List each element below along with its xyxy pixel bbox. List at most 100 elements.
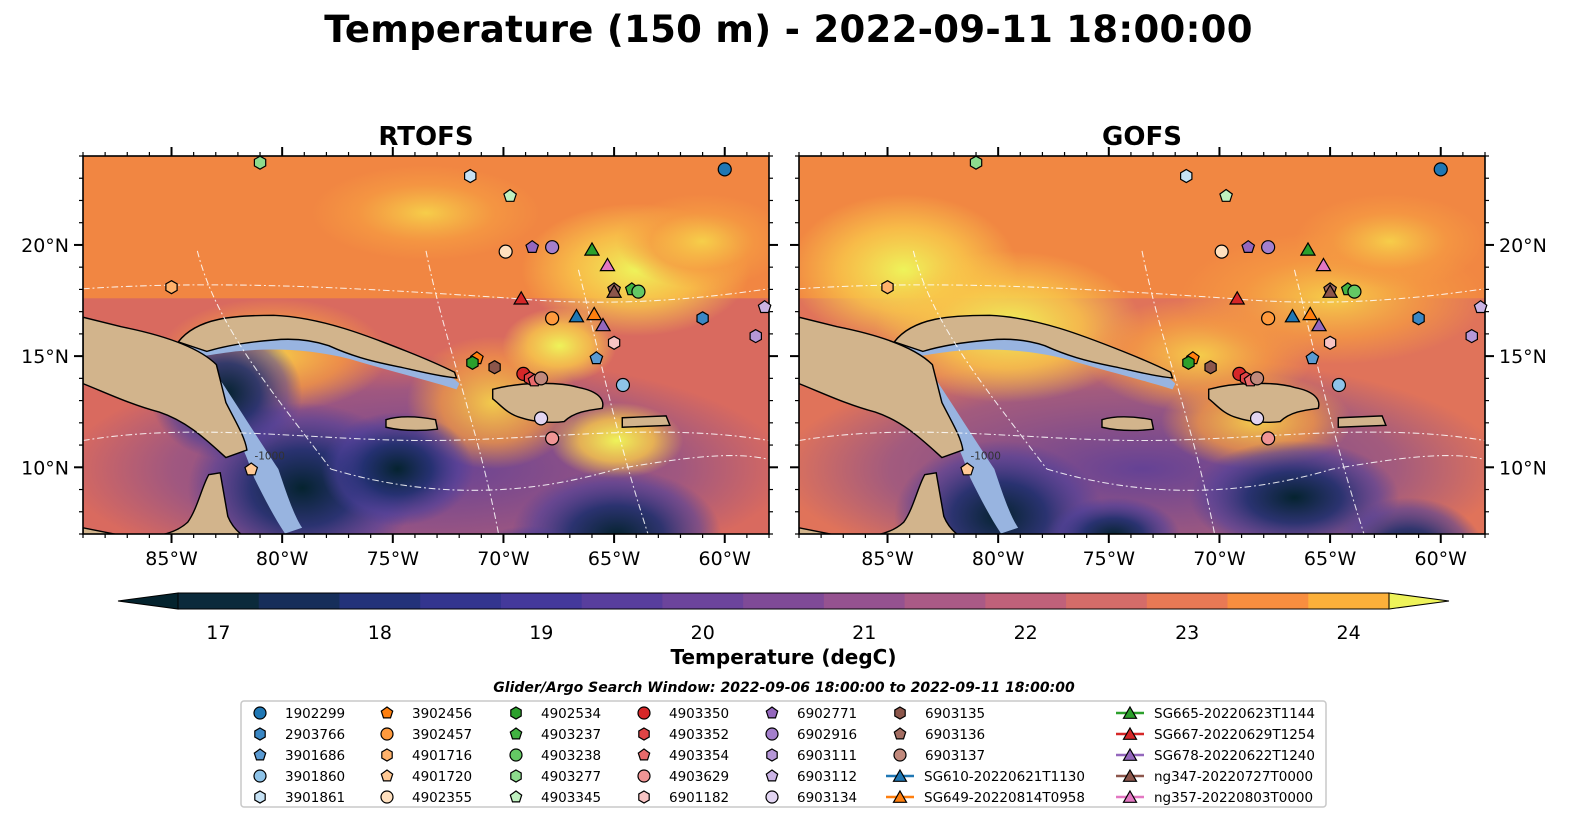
colorbar-tick-label: 18 <box>368 622 392 644</box>
legend-marker <box>254 790 266 804</box>
observation-marker <box>1261 240 1276 255</box>
observation-marker <box>1182 355 1195 370</box>
colorbar-band <box>1227 593 1309 609</box>
colorbar-band <box>339 593 421 609</box>
legend-marker <box>765 769 779 782</box>
lon-tick-label: 60°W <box>699 548 752 570</box>
legend-marker <box>253 706 267 720</box>
legend-marker <box>892 789 908 803</box>
observation-marker <box>589 351 604 365</box>
legend-label: 6903111 <box>797 748 857 764</box>
observation-marker <box>1302 306 1319 321</box>
observation-marker <box>1331 377 1347 393</box>
legend-label: 6902771 <box>797 706 857 722</box>
observation-marker <box>503 188 518 202</box>
colorbar-tick-label: 23 <box>1175 622 1199 644</box>
observation-marker <box>165 280 178 295</box>
contour-label: -1000 <box>255 451 285 463</box>
legend-marker <box>638 790 650 804</box>
observation-marker <box>533 411 549 426</box>
observation-marker <box>1249 411 1265 426</box>
colorbar-tick-label: 21 <box>852 622 876 644</box>
colorbar-band <box>258 593 341 609</box>
legend-label: SG610-20220621T1130 <box>924 769 1085 785</box>
observation-marker <box>1315 257 1332 272</box>
legend-marker <box>509 790 523 803</box>
observation-marker <box>960 462 975 476</box>
lon-tick-label: 65°W <box>588 548 641 570</box>
rtofs-panel-title: RTOFS <box>378 122 473 152</box>
legend-marker <box>1122 705 1138 719</box>
colorbar-band <box>1308 593 1390 609</box>
legend-label: 6903137 <box>925 748 985 764</box>
colorbar-tick-label: 19 <box>529 622 553 644</box>
legend-marker <box>1122 789 1138 803</box>
observation-marker <box>881 280 894 295</box>
country-borders <box>102 573 731 677</box>
legend-marker <box>637 706 651 720</box>
lon-tick-label: 70°W <box>477 548 530 570</box>
legend-marker <box>510 769 522 783</box>
lat-tick-label: 20°N <box>21 235 69 257</box>
legend: Glider/Argo Search Window: 2022-09-06 18… <box>240 680 1327 808</box>
observation-marker <box>1305 351 1320 365</box>
observation-marker <box>1323 335 1337 350</box>
observation-marker <box>631 284 646 299</box>
legend-label: 4901720 <box>412 769 472 785</box>
legend-label: 4903629 <box>669 769 729 785</box>
legend-label: 6903135 <box>925 706 985 722</box>
lon-tick-label: 75°W <box>1083 548 1136 570</box>
observation-marker <box>545 311 560 326</box>
observation-marker <box>1219 188 1234 202</box>
observation-marker <box>1322 283 1339 298</box>
legend-marker <box>765 706 779 719</box>
legend-label: 6903134 <box>797 790 857 806</box>
colorbar-band <box>904 593 986 609</box>
legend-label: 3901686 <box>285 748 345 764</box>
legend-label: 6901182 <box>669 790 729 806</box>
colorbar-band <box>178 593 260 609</box>
legend-label: 4903350 <box>669 706 729 722</box>
observation-marker <box>1310 317 1328 332</box>
observation-marker <box>498 244 513 259</box>
observation-marker <box>466 355 479 370</box>
lon-tick-label: 85°W <box>145 548 198 570</box>
legend-marker <box>253 769 267 783</box>
legend-label: 2903766 <box>285 727 345 743</box>
observation-marker <box>1412 311 1425 326</box>
legend-marker <box>380 769 394 782</box>
legend-marker <box>637 748 651 761</box>
colorbar-band <box>1146 593 1229 609</box>
observation-marker <box>969 155 983 170</box>
observation-marker <box>525 239 540 253</box>
observation-marker <box>1229 290 1246 305</box>
colorbar-band <box>662 593 744 609</box>
legend-marker <box>1122 768 1138 782</box>
legend-marker <box>766 748 778 762</box>
legend-title: Glider/Argo Search Window: 2022-09-06 18… <box>493 680 1075 696</box>
gofs-panel-title: GOFS <box>1102 122 1182 152</box>
colorbar-band <box>420 593 502 609</box>
legend-label: 4902534 <box>541 706 601 722</box>
colorbar-frame <box>177 592 1390 610</box>
legend-marker <box>510 706 522 720</box>
gofs-frame <box>798 155 1486 535</box>
colorbar-band <box>985 593 1067 609</box>
observation-marker <box>1249 371 1265 386</box>
legend-label: ng347-20220727T0000 <box>1154 769 1313 785</box>
observation-marker <box>545 240 560 255</box>
rtofs-frame <box>82 155 770 535</box>
legend-marker <box>1122 747 1138 761</box>
legend-marker <box>765 790 779 804</box>
legend-label: ng357-20220803T0000 <box>1154 790 1313 806</box>
colorbar: 17 18 19 20 21 22 23 24 Temperature (degC) <box>117 592 1450 669</box>
colorbar-tick-label: 20 <box>691 622 715 644</box>
observation-marker <box>586 306 603 321</box>
figure-title: Temperature (150 m) - 2022-09-11 18:00:0… <box>324 8 1253 51</box>
colorbar-band <box>823 593 906 609</box>
colorbar-band <box>743 593 825 609</box>
colorbar-tick-label: 24 <box>1337 622 1361 644</box>
observation-marker <box>1465 328 1479 344</box>
legend-label: 3901861 <box>285 790 345 806</box>
lat-tick-label: 10°N <box>1499 457 1547 479</box>
